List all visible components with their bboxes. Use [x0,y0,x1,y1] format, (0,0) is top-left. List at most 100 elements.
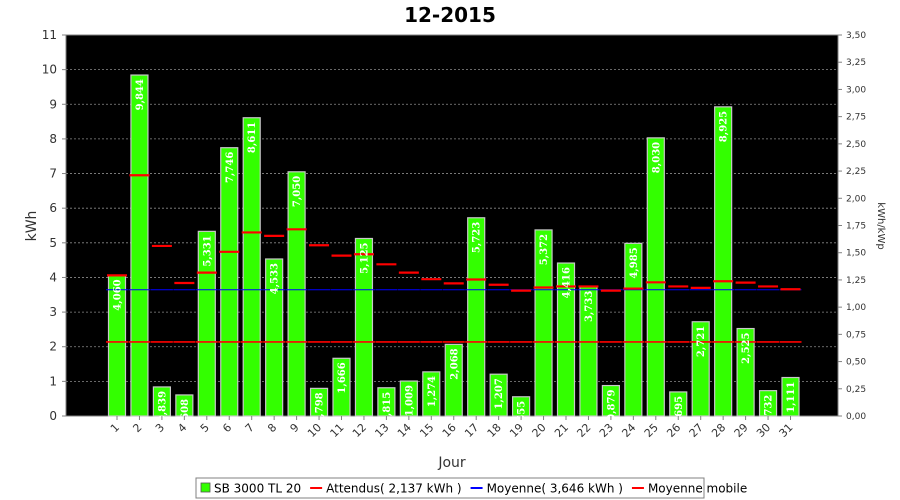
y-tick-label: 10 [42,63,57,77]
y-tick-label: 7 [49,167,57,181]
y-tick-label: 0 [49,409,57,423]
value-label-day-2: 9,844 [135,79,146,110]
legend: SB 3000 TL 20 Attendus( 2,137 kWh ) Moyenn… [195,477,747,499]
x-tick-label-27: 27 [687,421,706,440]
y2-tick-label: 1,00 [846,303,866,313]
y2-tick-label: 1,50 [846,249,866,259]
value-label-day-13: 0,815 [382,392,393,423]
x-tick-label-25: 25 [642,421,661,440]
x-tick-label-29: 29 [732,421,751,440]
y2-tick-label: 3,50 [846,31,866,41]
y2-tick-label: 3,25 [846,58,866,68]
value-label-day-23: 0,879 [606,390,617,421]
y2-tick-label: 2,00 [846,194,866,204]
value-label-day-6: 7,746 [225,152,236,183]
value-label-day-18: 1,207 [494,378,505,409]
value-label-day-5: 5,331 [202,235,213,266]
value-label-day-27: 2,721 [696,326,707,357]
value-label-day-9: 7,050 [292,176,303,207]
value-label-day-14: 1,009 [404,385,415,416]
x-tick-label-12: 12 [350,421,369,440]
y2-axis-title: kWh/kWp [875,202,886,249]
x-tick-label-6: 6 [220,421,234,435]
x-tick-label-1: 1 [108,421,122,435]
value-label-day-26: 0,695 [674,396,685,427]
value-label-day-15: 1,274 [427,376,438,407]
y-tick-label: 6 [49,201,57,215]
value-label-day-21: 4,416 [562,267,573,298]
bar-day-2 [130,74,149,417]
y-tick-label: 8 [49,132,57,146]
y2-tick-label: 2,75 [846,113,866,123]
x-tick-label-11: 11 [328,421,347,440]
value-label-day-24: 4,985 [629,247,640,278]
legend-box [195,477,705,499]
legend-label-2: Moyenne( 3,646 kWh ) [487,482,623,496]
value-label-day-17: 5,723 [472,222,483,253]
y2-tick-label: 1,75 [846,222,866,232]
y2-tick-label: 2,50 [846,140,866,150]
value-label-day-28: 8,925 [719,111,730,142]
y2-tick-label: 0,50 [846,358,866,368]
moving-average-series [107,174,801,292]
y2-tick-label: 0,00 [846,412,866,422]
value-label-day-16: 2,068 [449,348,460,379]
x-tick-label-15: 15 [417,421,436,440]
legend-swatch-production [200,482,211,493]
value-label-day-20: 5,372 [539,234,550,265]
value-labels: 4,060 9,844 0,839 0,608 5,331 7,746 8,611 4,533… [113,79,798,432]
x-tick-label-31: 31 [777,421,796,440]
y-tick-label: 3 [49,305,57,319]
x-tick-label-18: 18 [485,421,504,440]
bar-day-6 [220,147,239,417]
legend-label-1: Attendus( 2,137 kWh ) [326,482,461,496]
x-tick-label-9: 9 [288,421,302,435]
value-label-day-4: 0,608 [180,399,191,430]
x-tick-label-7: 7 [243,421,257,435]
legend-label-0: SB 3000 TL 20 [214,482,301,496]
legend-label-3: Moyenne mobile [648,482,747,496]
y2-tick-label: 3,00 [846,85,866,95]
value-label-day-19: 0,555 [517,401,528,432]
bar-day-7 [242,117,261,417]
y2-tick-label: 2,25 [846,167,866,177]
x-tick-label-2: 2 [130,421,144,435]
value-label-day-30: 0,732 [764,395,775,426]
value-label-day-10: 0,798 [315,392,326,423]
y-tick-label: 1 [49,374,57,388]
x-tick-label-21: 21 [552,421,571,440]
y-tick-label: 11 [42,28,57,42]
x-tick-label-8: 8 [265,421,279,435]
y-tick-label: 9 [49,97,57,111]
x-tick-label-24: 24 [619,421,638,440]
x-tick-label-23: 23 [597,421,616,440]
bar-day-25 [646,137,665,417]
x-tick-label-5: 5 [198,421,212,435]
x-tick-label-17: 17 [462,421,481,440]
x-tick-label-14: 14 [395,421,414,440]
value-label-day-25: 8,030 [651,142,662,173]
value-label-day-11: 1,666 [337,362,348,393]
value-label-day-7: 8,611 [247,122,258,153]
y-tick-label: 4 [49,270,57,284]
x-tick-label-28: 28 [709,421,728,440]
bar-day-9 [287,171,306,417]
y2-tick-label: 1,25 [846,276,866,286]
x-tick-label-22: 22 [574,421,593,440]
chart-title: 12-2015 [404,3,496,27]
reference-lines [106,289,802,343]
value-label-day-3: 0,839 [157,391,168,422]
value-label-day-1: 4,060 [113,279,124,310]
y2-tick-label: 0,75 [846,330,866,340]
value-label-day-22: 3,733 [584,291,595,322]
value-label-day-12: 5,125 [359,242,370,273]
value-label-day-29: 2,525 [741,333,752,364]
y-tick-label: 2 [49,340,57,354]
value-label-day-8: 4,533 [270,263,281,294]
y-axis-title: kWh [24,211,40,242]
value-label-day-31: 1,111 [786,382,797,413]
x-tick-label-20: 20 [530,421,549,440]
x-tick-label-16: 16 [440,421,459,440]
y2-tick-label: 0,25 [846,385,866,395]
